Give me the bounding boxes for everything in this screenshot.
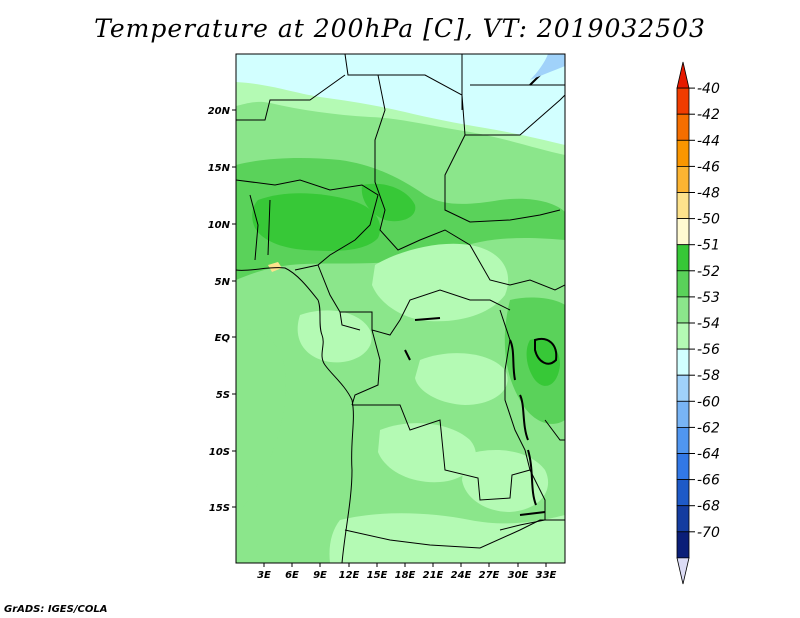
temperature-field — [236, 54, 565, 563]
field-51-core-a — [252, 193, 381, 251]
colorbar-label: -51 — [697, 238, 720, 254]
colorbar-label: -44 — [697, 133, 720, 149]
colorbar-segment — [676, 192, 690, 220]
field-58-ne — [530, 54, 565, 80]
map-frame — [235, 53, 566, 564]
colorbar-label: -60 — [697, 394, 720, 410]
colorbar-segment — [676, 139, 690, 167]
field-54-drc — [415, 353, 508, 405]
field-54-south-a — [378, 423, 476, 483]
colorbar-label: -50 — [697, 212, 720, 228]
colorbar-segments — [676, 61, 690, 585]
border-ne — [465, 94, 565, 136]
colorbar-segment — [676, 113, 690, 141]
field-54-south-b — [462, 450, 549, 512]
map-title: Temperature at 200hPa [C], VT: 201903250… — [94, 14, 706, 43]
lat-label-10s: 10S — [209, 447, 230, 458]
colorbar-label: -48 — [697, 186, 720, 202]
colorbar-segment — [676, 505, 690, 533]
colorbar-label: -42 — [697, 107, 720, 123]
colorbar-label: -62 — [697, 420, 720, 436]
border-nigeria-niger — [236, 179, 379, 271]
colorbar-segment — [676, 165, 690, 193]
colorbar-segment — [676, 322, 690, 350]
lon-label-21e: 21E — [423, 570, 444, 581]
border-north-b — [236, 54, 346, 121]
coastline-west — [236, 267, 354, 563]
borders — [236, 54, 565, 563]
lat-label-5n: 5N — [215, 277, 231, 288]
lon-label-33e: 33E — [536, 570, 557, 581]
colorbar-segment — [676, 244, 690, 272]
border-sudan — [378, 74, 561, 223]
lake-victoria — [534, 338, 558, 365]
border-libya-egypt — [461, 54, 565, 110]
field-56-north — [236, 54, 565, 145]
colorbar-segment — [676, 87, 690, 115]
border-south — [344, 519, 565, 549]
colorbar-segment-bottom — [676, 557, 690, 585]
lon-label-12e: 12E — [339, 570, 360, 581]
lon-label-9e: 9E — [313, 570, 327, 581]
colorbar-segment — [676, 296, 690, 324]
colorbar-label: -64 — [697, 447, 720, 463]
colorbar-label: -56 — [697, 342, 720, 358]
colorbar-segment — [676, 453, 690, 481]
lakes — [404, 59, 558, 516]
colorbar-segment — [676, 531, 690, 559]
lat-label-20n: 20N — [208, 106, 231, 117]
colorbar-label: -58 — [697, 368, 720, 384]
lon-label-27e: 27E — [479, 570, 500, 581]
colorbar-segment — [676, 348, 690, 376]
lon-label-6e: 6E — [285, 570, 299, 581]
lat-label-15n: 15N — [208, 163, 231, 174]
colorbar-segment — [676, 374, 690, 402]
field-53-sw — [236, 329, 286, 512]
lon-label-24e: 24E — [451, 570, 472, 581]
lon-label-18e: 18E — [395, 570, 416, 581]
border-drc-angola — [352, 404, 546, 531]
border-cameroon-car — [317, 264, 511, 336]
lake-rift-chain — [509, 339, 537, 506]
border-benin-togo — [249, 194, 271, 261]
colorbar-label: -46 — [697, 159, 720, 175]
colorbar-label: -53 — [697, 290, 720, 306]
lon-label-30e: 30E — [508, 570, 529, 581]
colorbar-label: -52 — [697, 264, 720, 280]
field-54-south-c — [329, 513, 565, 563]
lat-label-5s: 5S — [216, 390, 230, 401]
lon-axis: 3E 6E 9E 12E 15E 18E 21E 24E 27E 30E 33E — [257, 563, 557, 581]
field-54-central — [372, 243, 509, 322]
colorbar-labels: -40 -42 -44 -46 -48 -50 -51 -52 -53 -54 -56 -58 -60 -… — [689, 81, 720, 541]
field-54-gabon — [297, 310, 372, 363]
lat-label-15s: 15S — [209, 503, 230, 514]
colorbar-segment-top — [676, 61, 690, 89]
colorbar-label: -40 — [697, 81, 720, 97]
colorbar-segment — [676, 400, 690, 428]
colorbar-label: -66 — [697, 473, 720, 489]
colorbar: -40 -42 -44 -46 -48 -50 -51 -52 -53 -54 -56 -58 -60 -… — [676, 61, 720, 585]
lat-label-eq: EQ — [215, 333, 231, 344]
colorbar-segment — [676, 218, 690, 246]
lake-marks — [404, 317, 546, 516]
colorbar-label: -70 — [697, 525, 720, 541]
colorbar-label: -54 — [697, 316, 720, 332]
lat-label-10n: 10N — [208, 220, 231, 231]
border-congo — [339, 311, 381, 406]
lon-label-15e: 15E — [367, 570, 388, 581]
colorbar-segment — [676, 270, 690, 298]
field-warm-spot — [268, 262, 282, 272]
colorbar-segment — [676, 479, 690, 507]
grads-credit: GrADS: IGES/COLA — [4, 604, 108, 615]
colorbar-label: -68 — [697, 499, 720, 515]
lat-axis: 20N 15N 10N 5N EQ 5S 10S 15S — [208, 106, 236, 514]
border-north-a — [344, 54, 565, 291]
colorbar-segment — [676, 426, 690, 454]
lon-label-3e: 3E — [257, 570, 271, 581]
